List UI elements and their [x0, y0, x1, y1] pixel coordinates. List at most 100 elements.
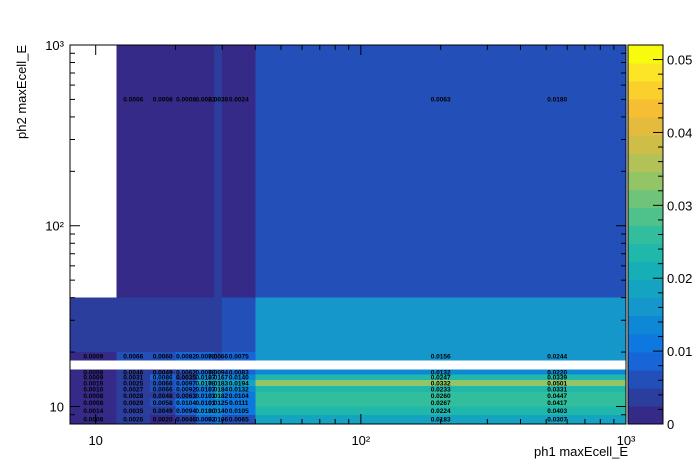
- cell-value-label: 0.0028: [123, 393, 143, 400]
- heatmap-cell: [214, 374, 223, 381]
- color-scale-swatch: [628, 369, 663, 389]
- color-scale-swatch: [628, 351, 663, 371]
- heatmap-cell: [175, 45, 197, 298]
- heatmap-cell: [175, 352, 197, 361]
- cell-value-label: 0.0180: [547, 97, 567, 104]
- cell-value-label: 0.0101: [195, 393, 215, 400]
- cell-value-label: 0.0035: [123, 408, 143, 415]
- heatmap-cell: [70, 414, 117, 424]
- cell-value-label: 0.0140: [229, 375, 249, 382]
- color-scale-swatch: [628, 315, 663, 335]
- color-scale-tick-label: 0: [667, 417, 674, 432]
- cell-value-label: 0.0132: [229, 386, 249, 393]
- heatmap-cell: [116, 380, 150, 386]
- heatmap-cell: [196, 414, 215, 424]
- heatmap-cell: [196, 297, 215, 353]
- color-scale-swatch: [628, 171, 663, 190]
- heatmap-cell: [175, 374, 197, 381]
- heatmap-cell: [214, 352, 223, 361]
- heatmap-cell: [116, 45, 150, 298]
- color-scale-tick-label: 0.04: [667, 125, 692, 140]
- cell-value-label: 0.0339: [547, 375, 567, 382]
- heatmap-cell: [214, 399, 223, 407]
- cell-value-label: 0.0060: [153, 354, 173, 361]
- heatmap-cell: [196, 392, 215, 399]
- cell-value-label: 0.0008: [176, 97, 196, 104]
- x-axis-title: ph1 maxEcell_E: [534, 444, 628, 459]
- color-scale-swatch: [628, 279, 663, 299]
- cell-value-label: 0.0065: [229, 417, 249, 424]
- heatmap-cell: [214, 385, 223, 393]
- heatmap-cell: [175, 406, 197, 415]
- color-scale-swatch: [628, 333, 663, 353]
- cell-value-label: 0.0501: [547, 380, 567, 387]
- heatmap-cell: [255, 297, 626, 353]
- cell-value-label: 0.0097: [176, 380, 196, 387]
- cell-value-label: 0.0058: [153, 400, 173, 407]
- heatmap-cell: [196, 369, 215, 375]
- cell-value-label: 0.0066: [153, 380, 173, 387]
- y-tick-label: 10: [50, 399, 64, 414]
- heatmap-cell: [214, 369, 223, 375]
- cell-value-label: 0.0092: [195, 417, 215, 424]
- cell-value-label: 0.0008: [83, 400, 103, 407]
- color-scale-axis: 0 0.01 0.02 0.03 0.04 0.05: [653, 44, 692, 432]
- heatmap-cell: [255, 380, 626, 386]
- cell-value-label: 0.0101: [195, 400, 215, 407]
- cell-value-label: 0.0063: [431, 97, 451, 104]
- cell-value-label: 0.0009: [83, 375, 103, 382]
- cell-value-label: 0.0026: [123, 417, 143, 424]
- cell-value-label: 0.0105: [229, 408, 249, 415]
- color-scale-swatch: [628, 405, 663, 425]
- color-scale-swatch: [628, 189, 663, 208]
- heatmap-cell: [255, 352, 626, 361]
- heatmap-cell: [255, 392, 626, 399]
- heatmap-cell: [149, 385, 176, 393]
- heatmap-cell: [175, 385, 197, 393]
- color-scale-swatch: [628, 81, 663, 100]
- color-scale-swatch: [628, 387, 663, 407]
- cell-value-label: 0.0106: [208, 417, 228, 424]
- heatmap-cell: [196, 406, 215, 415]
- heatmap-cell: [255, 374, 626, 381]
- cell-value-label: 0.0184: [208, 386, 228, 393]
- heatmap-cell: [196, 45, 215, 298]
- heatmap-cell: [175, 369, 197, 375]
- heatmap-cell: [175, 297, 197, 353]
- cell-value-label: 0.0029: [123, 400, 143, 407]
- heatmap-cell: [222, 297, 256, 353]
- heatmap-cell: [116, 297, 150, 353]
- cell-value-label: 0.0092: [176, 386, 196, 393]
- heatmap-cell: [70, 352, 117, 361]
- heatmap-cell: [222, 380, 256, 386]
- color-scale-swatch: [628, 297, 663, 317]
- heatmap-cell: [116, 414, 150, 424]
- cell-value-label: 0.0048: [153, 393, 173, 400]
- heatmap-cell: [196, 352, 215, 361]
- cell-value-label: 0.0025: [123, 380, 143, 387]
- color-scale-swatch: [628, 261, 663, 281]
- cell-value-label: 0.0062: [176, 369, 196, 376]
- cell-value-label: 0.0111: [229, 400, 249, 407]
- heatmap-cell: [214, 414, 223, 424]
- x-axis: 10 10² 10³: [88, 45, 636, 448]
- heatmap-cell: [149, 352, 176, 361]
- heatmap-cell: [214, 406, 223, 415]
- cell-value-label: 0.0220: [547, 369, 567, 376]
- heatmap-cell: [222, 374, 256, 381]
- heatmap-cell: [149, 369, 176, 375]
- heatmap-cell: [196, 374, 215, 381]
- heatmap-cell: [196, 385, 215, 393]
- cell-value-label: 0.0156: [431, 354, 451, 361]
- heatmap-cell: [175, 399, 197, 407]
- cell-value-label: 0.0038: [208, 97, 228, 104]
- color-scale-swatch: [628, 63, 663, 82]
- heatmap-cell: [222, 406, 256, 415]
- cell-value-label: 0.0167: [208, 375, 228, 382]
- heatmap-cell: [214, 45, 223, 298]
- cell-value-label: 0.0260: [431, 393, 451, 400]
- color-scale-swatch: [628, 243, 663, 263]
- y-axis-title: ph2 maxEcell_E: [14, 45, 29, 139]
- heatmap-cell: [116, 369, 150, 375]
